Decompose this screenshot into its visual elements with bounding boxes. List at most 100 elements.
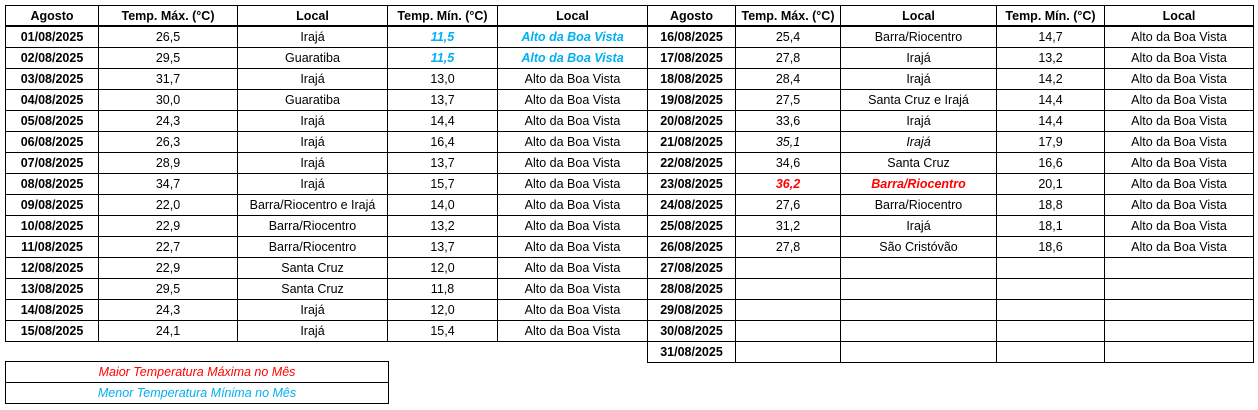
min-location: Alto da Boa Vista xyxy=(1104,152,1254,174)
min-temp: 11,5 xyxy=(387,47,498,69)
max-temp: 27,5 xyxy=(735,89,841,111)
max-location: Irajá xyxy=(237,68,388,90)
min-temp xyxy=(996,257,1105,279)
date: 21/08/2025 xyxy=(647,131,736,153)
max-temp xyxy=(735,257,841,279)
min-location: Alto da Boa Vista xyxy=(1104,47,1254,69)
min-location xyxy=(1104,341,1254,363)
max-location: Guaratiba xyxy=(237,47,388,69)
max-temp xyxy=(735,299,841,321)
min-temp: 14,2 xyxy=(996,68,1105,90)
min-temp: 13,7 xyxy=(387,236,498,258)
min-location: Alto da Boa Vista xyxy=(1104,110,1254,132)
max-location: Santa Cruz e Irajá xyxy=(840,89,997,111)
max-temp: 29,5 xyxy=(98,47,238,69)
min-location: Alto da Boa Vista xyxy=(1104,89,1254,111)
date: 06/08/2025 xyxy=(5,131,99,153)
max-location: Irajá xyxy=(840,110,997,132)
max-temp: 36,2 xyxy=(735,173,841,195)
max-location: Santa Cruz xyxy=(840,152,997,174)
date: 26/08/2025 xyxy=(647,236,736,258)
max-location: Barra/Riocentro xyxy=(840,173,997,195)
header-cell: Local xyxy=(840,5,997,27)
max-location: São Cristóvão xyxy=(840,236,997,258)
min-temp: 14,7 xyxy=(996,26,1105,48)
min-location: Alto da Boa Vista xyxy=(497,320,648,342)
date: 15/08/2025 xyxy=(5,320,99,342)
max-temp: 31,7 xyxy=(98,68,238,90)
date: 20/08/2025 xyxy=(647,110,736,132)
date: 04/08/2025 xyxy=(5,89,99,111)
legend-max: Maior Temperatura Máxima no Mês xyxy=(5,361,389,383)
min-temp: 13,0 xyxy=(387,68,498,90)
min-location: Alto da Boa Vista xyxy=(497,68,648,90)
min-location: Alto da Boa Vista xyxy=(497,215,648,237)
min-temp: 11,5 xyxy=(387,26,498,48)
max-temp: 22,7 xyxy=(98,236,238,258)
max-temp: 26,5 xyxy=(98,26,238,48)
max-location: Guaratiba xyxy=(237,89,388,111)
max-location: Barra/Riocentro xyxy=(237,236,388,258)
min-location: Alto da Boa Vista xyxy=(497,257,648,279)
min-location: Alto da Boa Vista xyxy=(1104,68,1254,90)
min-temp xyxy=(996,320,1105,342)
date: 10/08/2025 xyxy=(5,215,99,237)
max-temp: 25,4 xyxy=(735,26,841,48)
max-location: Irajá xyxy=(840,215,997,237)
min-location: Alto da Boa Vista xyxy=(497,131,648,153)
date: 27/08/2025 xyxy=(647,257,736,279)
max-location: Irajá xyxy=(237,152,388,174)
min-location: Alto da Boa Vista xyxy=(497,152,648,174)
date: 19/08/2025 xyxy=(647,89,736,111)
min-temp: 15,4 xyxy=(387,320,498,342)
max-location: Irajá xyxy=(237,320,388,342)
min-temp xyxy=(996,341,1105,363)
max-location: Irajá xyxy=(237,26,388,48)
date: 11/08/2025 xyxy=(5,236,99,258)
min-temp: 14,0 xyxy=(387,194,498,216)
max-location: Barra/Riocentro xyxy=(237,215,388,237)
max-location xyxy=(840,341,997,363)
max-location xyxy=(840,320,997,342)
min-location: Alto da Boa Vista xyxy=(1104,173,1254,195)
max-location: Santa Cruz xyxy=(237,257,388,279)
min-location xyxy=(1104,257,1254,279)
max-temp: 24,3 xyxy=(98,110,238,132)
date: 01/08/2025 xyxy=(5,26,99,48)
header-cell: Local xyxy=(237,5,388,27)
min-location: Alto da Boa Vista xyxy=(497,278,648,300)
max-temp: 33,6 xyxy=(735,110,841,132)
date: 18/08/2025 xyxy=(647,68,736,90)
legend-min: Menor Temperatura Mínima no Mês xyxy=(5,382,389,404)
min-temp: 12,0 xyxy=(387,257,498,279)
min-temp: 14,4 xyxy=(387,110,498,132)
max-location: Irajá xyxy=(237,173,388,195)
max-location: Irajá xyxy=(237,110,388,132)
max-location: Barra/Riocentro xyxy=(840,194,997,216)
header-cell: Local xyxy=(1104,5,1254,27)
max-temp: 29,5 xyxy=(98,278,238,300)
min-location: Alto da Boa Vista xyxy=(497,299,648,321)
max-temp xyxy=(735,278,841,300)
max-location xyxy=(840,278,997,300)
min-temp: 18,8 xyxy=(996,194,1105,216)
max-temp: 34,6 xyxy=(735,152,841,174)
header-cell: Temp. Mín. (°C) xyxy=(387,5,498,27)
min-temp: 20,1 xyxy=(996,173,1105,195)
max-temp: 27,6 xyxy=(735,194,841,216)
max-temp: 31,2 xyxy=(735,215,841,237)
min-location: Alto da Boa Vista xyxy=(497,236,648,258)
date: 05/08/2025 xyxy=(5,110,99,132)
date: 28/08/2025 xyxy=(647,278,736,300)
max-location: Irajá xyxy=(237,299,388,321)
max-temp: 27,8 xyxy=(735,236,841,258)
min-location: Alto da Boa Vista xyxy=(1104,236,1254,258)
date: 02/08/2025 xyxy=(5,47,99,69)
max-temp: 34,7 xyxy=(98,173,238,195)
max-location: Barra/Riocentro xyxy=(840,26,997,48)
date: 25/08/2025 xyxy=(647,215,736,237)
min-location: Alto da Boa Vista xyxy=(497,89,648,111)
min-temp: 13,7 xyxy=(387,152,498,174)
max-location: Irajá xyxy=(840,131,997,153)
